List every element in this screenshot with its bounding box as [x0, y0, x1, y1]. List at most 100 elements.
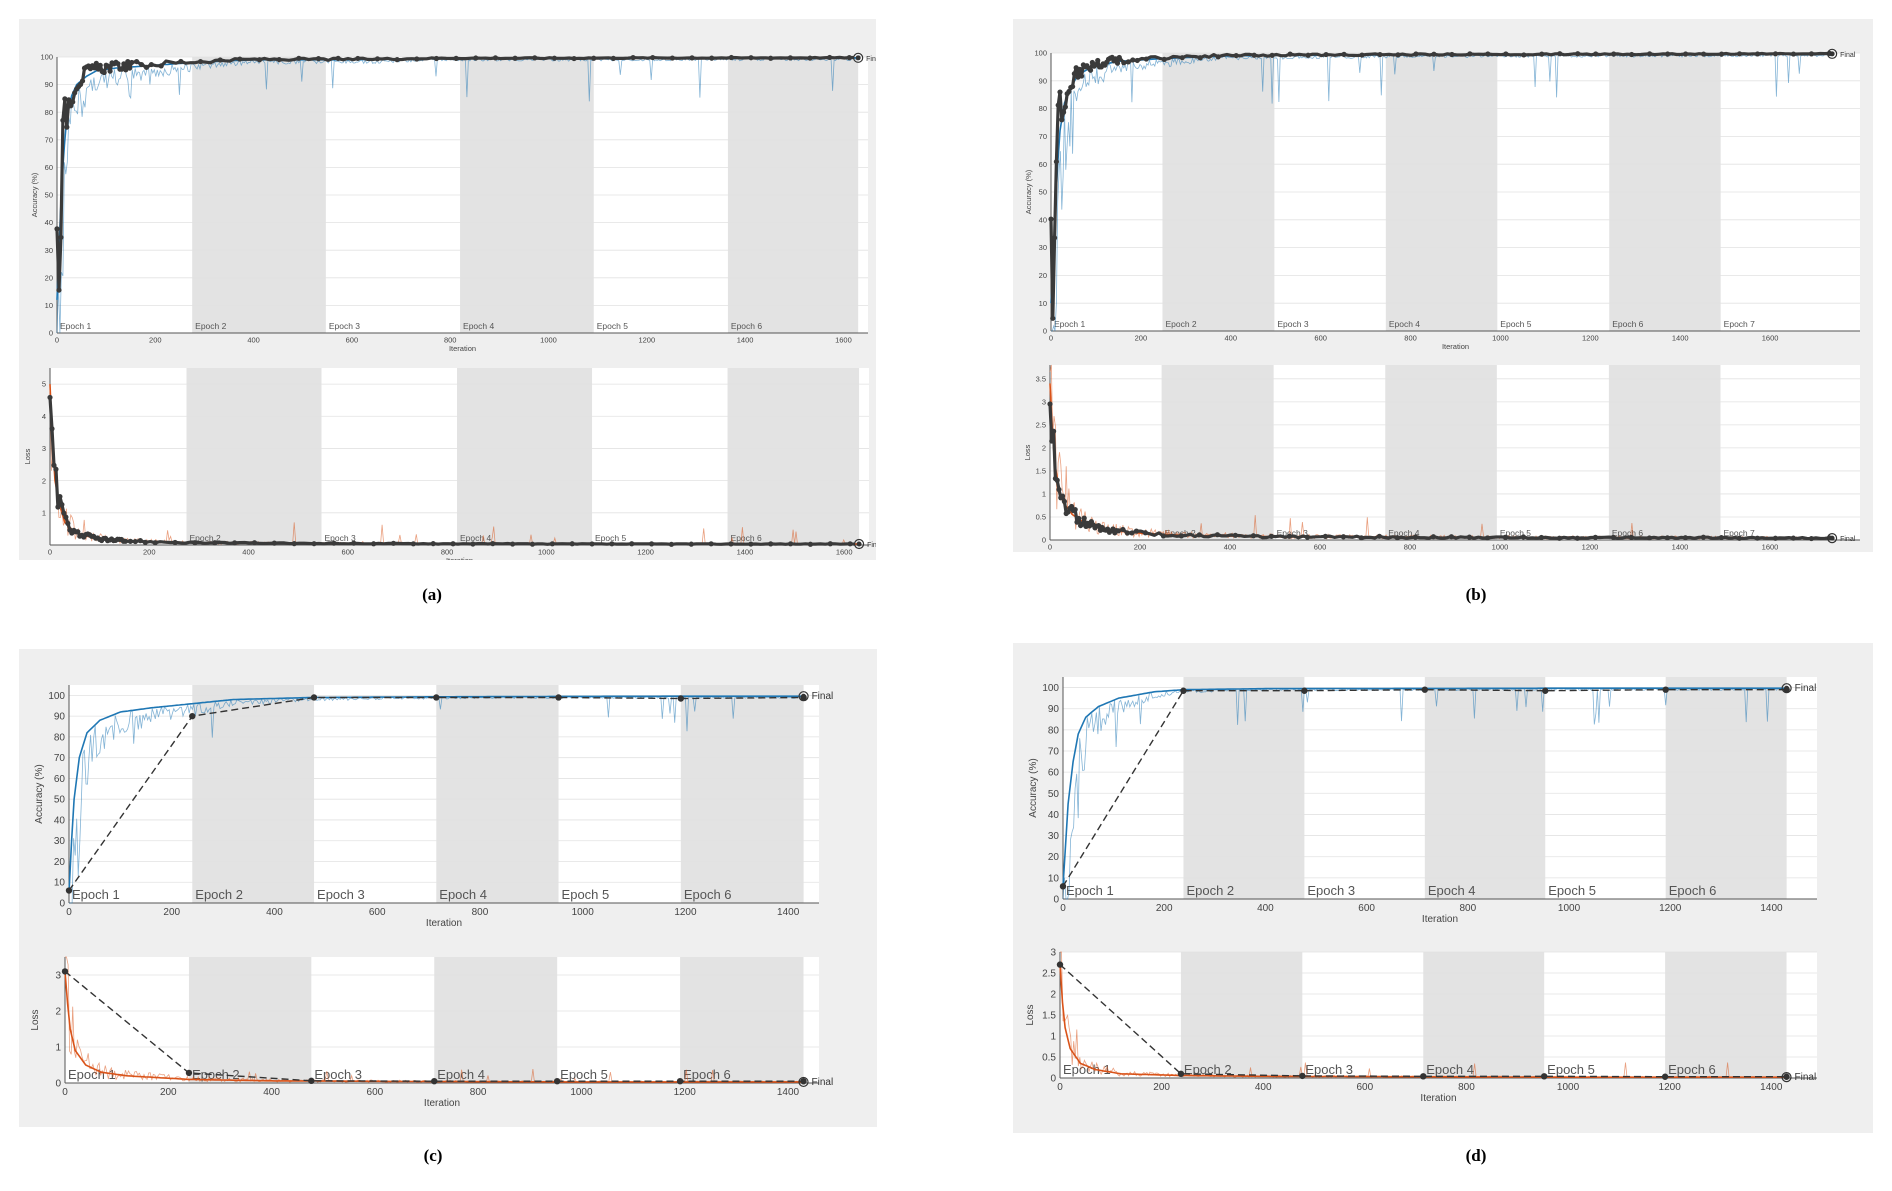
y-tick-label: 1.5	[1036, 467, 1046, 476]
accuracy-validation-point	[555, 694, 562, 701]
loss-validation-point	[1376, 533, 1382, 539]
loss-validation-point	[75, 529, 81, 535]
x-axis-label: Iteration	[1422, 914, 1458, 925]
accuracy-validation-point	[1449, 51, 1455, 58]
accuracy-validation-point	[807, 55, 813, 61]
accuracy-validation-point	[1629, 51, 1635, 58]
loss-validation-point	[122, 538, 129, 544]
loss-validation-point	[629, 541, 635, 547]
x-axis-label: Iteration	[1442, 342, 1469, 351]
x-tick-label: 400	[247, 336, 260, 345]
accuracy-validation-point	[1130, 57, 1136, 63]
accuracy-validation-point	[1772, 51, 1779, 57]
loss-validation-point	[1133, 528, 1139, 534]
loss-validation-point	[1394, 535, 1400, 541]
accuracy-validation-point	[453, 55, 459, 62]
y-tick-label: 50	[1048, 789, 1060, 800]
epoch-label: Epoch 7	[1724, 319, 1755, 329]
x-tick-label: 800	[1404, 543, 1417, 552]
epoch-label: Epoch 5	[1500, 319, 1531, 329]
epoch-label: Epoch 3	[317, 887, 365, 902]
loss-validation-point	[1056, 486, 1062, 493]
accuracy-validation-point	[1395, 52, 1401, 58]
loss-validation-point	[127, 538, 134, 544]
final-marker	[853, 52, 864, 63]
accuracy-validation-point	[134, 58, 140, 65]
x-tick-label: 200	[1156, 903, 1173, 914]
loss-validation-point	[1538, 534, 1544, 541]
x-tick-label: 400	[266, 907, 283, 918]
final-marker-dot	[801, 1079, 807, 1085]
y-tick-label: 80	[1039, 104, 1047, 113]
x-tick-label: 1000	[1558, 903, 1581, 914]
x-tick-label: 1200	[1659, 1082, 1682, 1093]
x-tick-label: 0	[1049, 334, 1053, 343]
final-label: Final	[1795, 1072, 1817, 1083]
x-tick-label: 1000	[1557, 1082, 1580, 1093]
y-axis-label: Loss	[23, 448, 32, 464]
x-tick-label: 1200	[674, 907, 697, 918]
final-label: Final	[866, 56, 876, 63]
accuracy-validation-point	[787, 55, 793, 61]
accuracy-validation-point	[551, 55, 558, 61]
y-tick-label: 1	[42, 508, 46, 517]
accuracy-validation-point	[1180, 687, 1187, 694]
loss-validation-point	[172, 539, 178, 546]
accuracy-validation-point	[1125, 59, 1131, 65]
loss-validation-point	[1736, 535, 1742, 541]
y-tick-label: 2	[1050, 990, 1056, 1001]
accuracy-validation-point	[1077, 66, 1083, 72]
x-tick-label: 200	[149, 336, 162, 345]
accuracy-validation-point	[1700, 51, 1707, 57]
loss-validation-point	[142, 539, 148, 545]
y-tick-label: 3.5	[1036, 374, 1046, 383]
loss-validation-point	[1069, 503, 1075, 510]
loss-validation-point	[410, 541, 416, 547]
y-tick-label: 80	[1048, 725, 1060, 736]
loss-validation-point	[1556, 535, 1562, 541]
loss-validation-point	[1160, 533, 1166, 539]
y-tick-label: 0	[59, 899, 65, 910]
y-tick-label: 1	[55, 1043, 61, 1054]
y-axis-label: Loss	[1025, 1004, 1036, 1025]
loss-validation-point	[807, 541, 814, 547]
y-tick-label: 10	[45, 301, 53, 310]
epoch-band	[436, 685, 559, 903]
y-tick-label: 70	[45, 135, 53, 144]
accuracy-validation-point	[1377, 51, 1383, 58]
x-tick-label: 1400	[777, 907, 800, 918]
accuracy-validation-point	[1050, 315, 1056, 321]
accuracy-validation-point	[91, 65, 97, 71]
accuracy-validation-point	[1069, 83, 1076, 90]
panel-c: 0 10 20 30 40 50 60 70 80 90 100 0 200 400 600 800 1000 1…	[19, 649, 877, 1127]
accuracy-validation-point	[1062, 104, 1068, 110]
loss-validation-point	[1060, 493, 1066, 499]
loss-plot: 0 1 2 3 0 200 400 600 800 1000 1200 1400 Loss Iterati…	[30, 956, 833, 1109]
accuracy-validation-point	[189, 712, 196, 720]
loss-plot: 0 0.5 1 1.5 2 2.5 3 3.5 0 200 400 600 800 1000 1200 140…	[1023, 364, 1860, 552]
loss-validation-point	[1772, 535, 1778, 541]
epoch-band	[192, 685, 315, 903]
accuracy-validation-point	[335, 55, 341, 61]
epoch-label: Epoch 3	[329, 321, 360, 331]
x-tick-label: 0	[48, 548, 52, 557]
accuracy-validation-point	[1051, 235, 1058, 241]
accuracy-validation-point	[1808, 51, 1815, 57]
loss-validation-point	[450, 541, 456, 547]
accuracy-validation-point	[79, 78, 86, 84]
x-tick-label: 400	[242, 548, 255, 557]
accuracy-validation-point	[394, 57, 400, 63]
epoch-label: Epoch 3	[325, 533, 356, 543]
loss-validation-point	[49, 426, 55, 432]
accuracy-validation-point	[1059, 883, 1067, 890]
accuracy-validation-point	[62, 96, 68, 102]
y-tick-label: 4	[42, 412, 46, 421]
x-axis-label: Iteration	[449, 344, 476, 353]
x-tick-label: 0	[1057, 1082, 1063, 1093]
x-tick-label: 600	[1314, 334, 1327, 343]
accuracy-validation-point	[276, 56, 282, 63]
loss-validation-point	[1661, 1073, 1669, 1080]
loss-validation-point	[1520, 534, 1526, 540]
y-tick-label: 40	[54, 815, 66, 826]
